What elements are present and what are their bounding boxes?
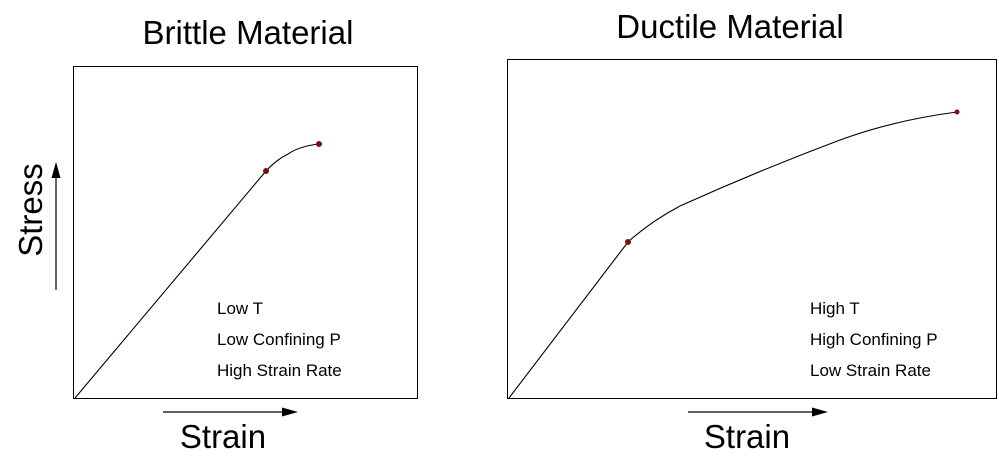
brittle-condition-strain-rate: High Strain Rate bbox=[217, 361, 342, 380]
ductile-condition-pressure: High Confining P bbox=[810, 330, 938, 349]
brittle-strain-axis-arrow bbox=[163, 407, 298, 417]
stress-axis-label: Stress bbox=[12, 163, 49, 257]
brittle-panel: Brittle Material Stress Low T Low Confin… bbox=[12, 14, 418, 455]
ductile-plot-frame bbox=[507, 59, 997, 399]
ductile-stress-strain-curve bbox=[508, 111, 958, 399]
ductile-condition-strain-rate: Low Strain Rate bbox=[810, 361, 931, 380]
brittle-condition-pressure: Low Confining P bbox=[217, 330, 341, 349]
ductile-condition-temperature: High T bbox=[810, 299, 860, 318]
brittle-fracture-point bbox=[316, 141, 322, 147]
ductile-panel: Ductile Material High T High Confining P… bbox=[507, 8, 997, 455]
brittle-panel-title: Brittle Material bbox=[143, 14, 354, 51]
brittle-strain-axis-label: Strain bbox=[180, 418, 266, 455]
ductile-yield-point bbox=[625, 239, 631, 245]
ductile-strain-axis-arrow bbox=[688, 407, 828, 417]
brittle-condition-temperature: Low T bbox=[217, 299, 263, 318]
ductile-strain-axis-label: Strain bbox=[704, 418, 790, 455]
brittle-plot-frame bbox=[73, 66, 418, 399]
stress-axis-arrow bbox=[51, 162, 61, 290]
ductile-end-point bbox=[954, 109, 960, 115]
brittle-yield-point bbox=[263, 168, 269, 174]
brittle-stress-strain-curve bbox=[74, 143, 320, 399]
ductile-panel-title: Ductile Material bbox=[616, 8, 843, 45]
